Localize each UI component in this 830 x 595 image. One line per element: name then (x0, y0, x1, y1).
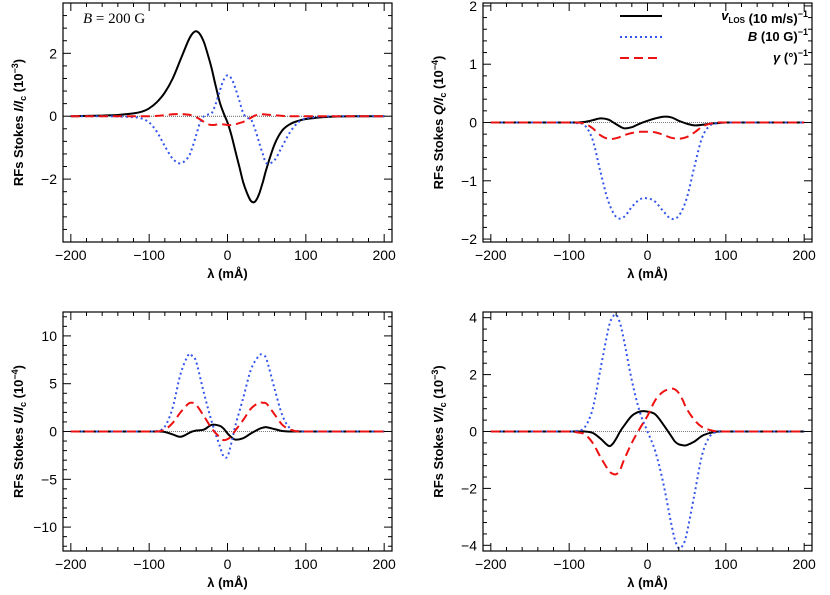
y-tick-label: −5 (41, 471, 57, 487)
y-tick-label: −10 (33, 519, 57, 535)
legend-label-v-los: vLOS (10 m/s)−1 (721, 8, 808, 26)
legend: vLOS (10 m/s)−1B (10 G)−1 γ (°)−1 (620, 8, 808, 65)
x-tick-label: 0 (224, 247, 232, 263)
x-axis-title: λ (mÅ) (627, 266, 667, 281)
x-tick-label: −200 (55, 556, 87, 572)
series-line-b (70, 74, 385, 165)
x-tick-label: −100 (133, 556, 165, 572)
series-line-b (490, 313, 805, 550)
x-tick-label: −100 (553, 247, 585, 263)
panel-i: −200 −100 0 100 200 −2 0 2 λ (mÅ) RFs Stokes I/Ic… (10, 2, 396, 281)
y-axis-title: RFs Stokes Q/Ic (10−4) (430, 56, 448, 190)
x-axis-title: λ (mÅ) (627, 575, 667, 590)
y-tick-label: −2 (461, 480, 477, 496)
y-tick-label: −4 (461, 537, 477, 553)
y-tick-label: 0 (49, 424, 57, 440)
y-tick-label: 5 (49, 376, 57, 392)
x-tick-label: 200 (372, 556, 396, 572)
y-axis-title: RFs Stokes V/Ic (10−3) (430, 365, 448, 497)
x-axis-title: λ (mÅ) (207, 575, 247, 590)
y-axis-title: RFs Stokes U/Ic (10−4) (10, 365, 28, 498)
panel-u: −200 −100 0 100 200 −10 −5 0 5 10 λ (mÅ) RFs Stokes… (10, 311, 396, 590)
x-tick-label: 100 (714, 247, 738, 263)
series-line-gamma (490, 121, 805, 141)
x-tick-label: 200 (792, 556, 816, 572)
y-tick-label: −2 (461, 231, 477, 247)
x-tick-label: 0 (644, 247, 652, 263)
x-tick-label: −100 (553, 556, 585, 572)
series-line-gamma (70, 401, 385, 442)
x-tick-label: −100 (133, 247, 165, 263)
x-tick-label: −200 (475, 247, 507, 263)
panel-v: −200 −100 0 100 200 −4 −2 0 2 4 λ (mÅ) RFs Stokes V… (430, 310, 816, 590)
y-tick-label: −1 (461, 173, 477, 189)
series-line-v-los (490, 410, 805, 448)
y-tick-label: −2 (41, 171, 57, 187)
x-tick-label: −200 (475, 556, 507, 572)
series-line-b (70, 352, 385, 459)
legend-label-gamma: γ (°)−1 (773, 48, 808, 65)
y-tick-label: 2 (469, 0, 477, 14)
series-line-v-los (70, 30, 385, 204)
x-tick-label: 100 (294, 247, 318, 263)
y-tick-label: 10 (41, 328, 57, 344)
series-line-gamma (70, 112, 385, 127)
legend-label-b: B (10 G)−1 (748, 27, 808, 44)
series-line-gamma (490, 387, 805, 476)
y-tick-label: 0 (49, 108, 57, 124)
y-tick-label: 1 (469, 56, 477, 72)
y-tick-label: 0 (469, 424, 477, 440)
series-line-b (490, 121, 805, 221)
y-tick-label: 2 (469, 367, 477, 383)
x-tick-label: 100 (714, 556, 738, 572)
y-tick-label: 2 (49, 45, 57, 61)
panel-q: −200 −100 0 100 200 −2 −1 0 1 2 λ (mÅ) RFs Stokes Q… (430, 0, 816, 281)
x-tick-label: 200 (372, 247, 396, 263)
y-tick-label: 4 (469, 310, 477, 326)
x-tick-label: 200 (792, 247, 816, 263)
x-tick-label: 0 (644, 556, 652, 572)
field-annotation: B = 200 G (83, 11, 145, 27)
x-tick-label: −200 (55, 247, 87, 263)
x-tick-label: 0 (224, 556, 232, 572)
y-tick-label: 0 (469, 115, 477, 131)
x-axis-title: λ (mÅ) (207, 266, 247, 281)
y-axis-title: RFs Stokes I/Ic (10−3) (10, 59, 28, 186)
x-tick-label: 100 (294, 556, 318, 572)
series-line-v-los (70, 423, 385, 441)
